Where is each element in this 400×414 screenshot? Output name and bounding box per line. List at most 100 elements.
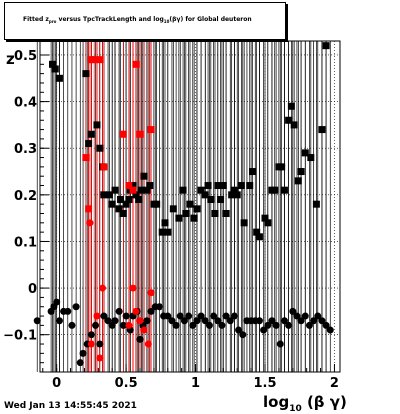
data-point-square — [207, 196, 215, 204]
data-point-circle — [260, 326, 268, 334]
data-point-square — [169, 205, 177, 213]
data-point-square — [119, 209, 127, 217]
data-point-circle — [147, 307, 155, 315]
data-point-square — [115, 205, 123, 213]
data-point-circle — [301, 312, 309, 320]
data-point-square — [132, 191, 140, 199]
data-point-square — [87, 130, 95, 138]
data-point-square — [249, 168, 256, 176]
data-point-circle — [125, 321, 133, 329]
x-tick-label: 1.5 — [253, 376, 276, 391]
data-point-square — [135, 196, 143, 204]
data-point-square — [129, 186, 137, 194]
data-point-square — [82, 154, 90, 162]
data-point-square — [290, 121, 298, 129]
data-point-circle — [185, 312, 193, 320]
y-tick-label: 0.3 — [14, 142, 37, 157]
data-point-square — [228, 191, 236, 199]
data-point-circle — [318, 317, 326, 325]
data-point-circle — [305, 321, 313, 329]
data-point-circle — [210, 312, 218, 320]
data-point-circle — [230, 312, 238, 320]
data-point-circle — [326, 326, 334, 334]
data-point-circle — [140, 326, 148, 334]
x-tick-label: 2 — [330, 376, 339, 391]
data-point-circle — [193, 317, 201, 325]
data-point-square — [271, 186, 279, 194]
data-point-square — [294, 177, 302, 185]
data-point-square — [93, 121, 101, 129]
data-point-circle — [119, 321, 127, 329]
data-point-square — [322, 42, 330, 50]
data-point-circle — [100, 312, 108, 320]
data-point-square — [211, 209, 219, 217]
data-point-circle — [276, 340, 284, 348]
data-point-square — [264, 219, 272, 227]
data-point-circle — [314, 312, 322, 320]
data-point-square — [237, 182, 245, 190]
data-point-circle — [147, 289, 155, 297]
data-point-square — [111, 186, 119, 194]
data-point-square — [51, 65, 59, 73]
data-point-square — [146, 182, 154, 190]
data-point-square — [140, 172, 148, 180]
data-point-circle — [96, 340, 104, 348]
data-point-square — [85, 205, 93, 213]
data-point-circle — [164, 312, 172, 320]
data-point-circle — [122, 312, 130, 320]
data-point-circle — [79, 349, 87, 357]
data-point-square — [253, 228, 261, 236]
data-point-square — [117, 196, 125, 204]
data-point-square — [158, 228, 166, 236]
data-point-square — [246, 182, 254, 190]
y-tick-label: −0.1 — [3, 329, 37, 344]
data-point-square — [204, 182, 212, 190]
data-points — [33, 42, 334, 367]
y-tick-label: 0.2 — [14, 189, 37, 204]
data-point-circle — [272, 321, 280, 329]
data-point-circle — [264, 321, 272, 329]
data-point-circle — [136, 317, 144, 325]
data-point-square — [100, 191, 108, 199]
data-point-square — [122, 200, 130, 208]
data-point-circle — [172, 321, 180, 329]
data-point-square — [143, 186, 151, 194]
data-point-circle — [235, 326, 243, 334]
data-point-square — [164, 228, 172, 236]
data-point-square — [82, 70, 90, 78]
y-tick-label: 0 — [28, 282, 37, 297]
data-point-circle — [239, 331, 247, 339]
data-point-square — [201, 191, 209, 199]
data-point-circle — [280, 317, 288, 325]
data-point-square — [312, 200, 320, 208]
title-box: Fitted zpro versus TpcTrackLength and lo… — [4, 2, 286, 40]
data-point-square — [96, 56, 104, 64]
y-tick-label: 0.5 — [14, 49, 37, 64]
data-point-square — [55, 74, 63, 82]
data-point-square — [301, 149, 309, 157]
data-point-circle — [64, 307, 72, 315]
timestamp: Wed Jan 13 14:55:45 2021 — [4, 401, 137, 411]
data-point-circle — [136, 335, 144, 343]
data-point-circle — [104, 317, 112, 325]
data-point-square — [137, 186, 145, 194]
data-point-circle — [168, 317, 176, 325]
x-tick-label: 0.5 — [115, 376, 138, 391]
data-point-circle — [68, 321, 76, 329]
data-point-square — [240, 219, 248, 227]
data-point-square — [49, 60, 56, 68]
x-axis-label: log10 (β γ) — [263, 393, 347, 414]
data-point-square — [219, 182, 227, 190]
data-point-square — [307, 154, 315, 162]
data-point-circle — [111, 317, 119, 325]
data-point-square — [96, 144, 104, 152]
data-point-square — [197, 186, 205, 194]
data-point-circle — [87, 340, 95, 348]
data-point-circle — [93, 312, 101, 320]
data-point-square — [318, 126, 326, 134]
y-tick-label: 0.1 — [14, 235, 37, 250]
data-point-square — [119, 130, 127, 138]
axis-ticks: 0 0.5 1 1.5 2 −0.1 0 0.1 0.2 0.3 0.4 0.5 — [3, 49, 339, 391]
data-point-square — [132, 60, 140, 68]
